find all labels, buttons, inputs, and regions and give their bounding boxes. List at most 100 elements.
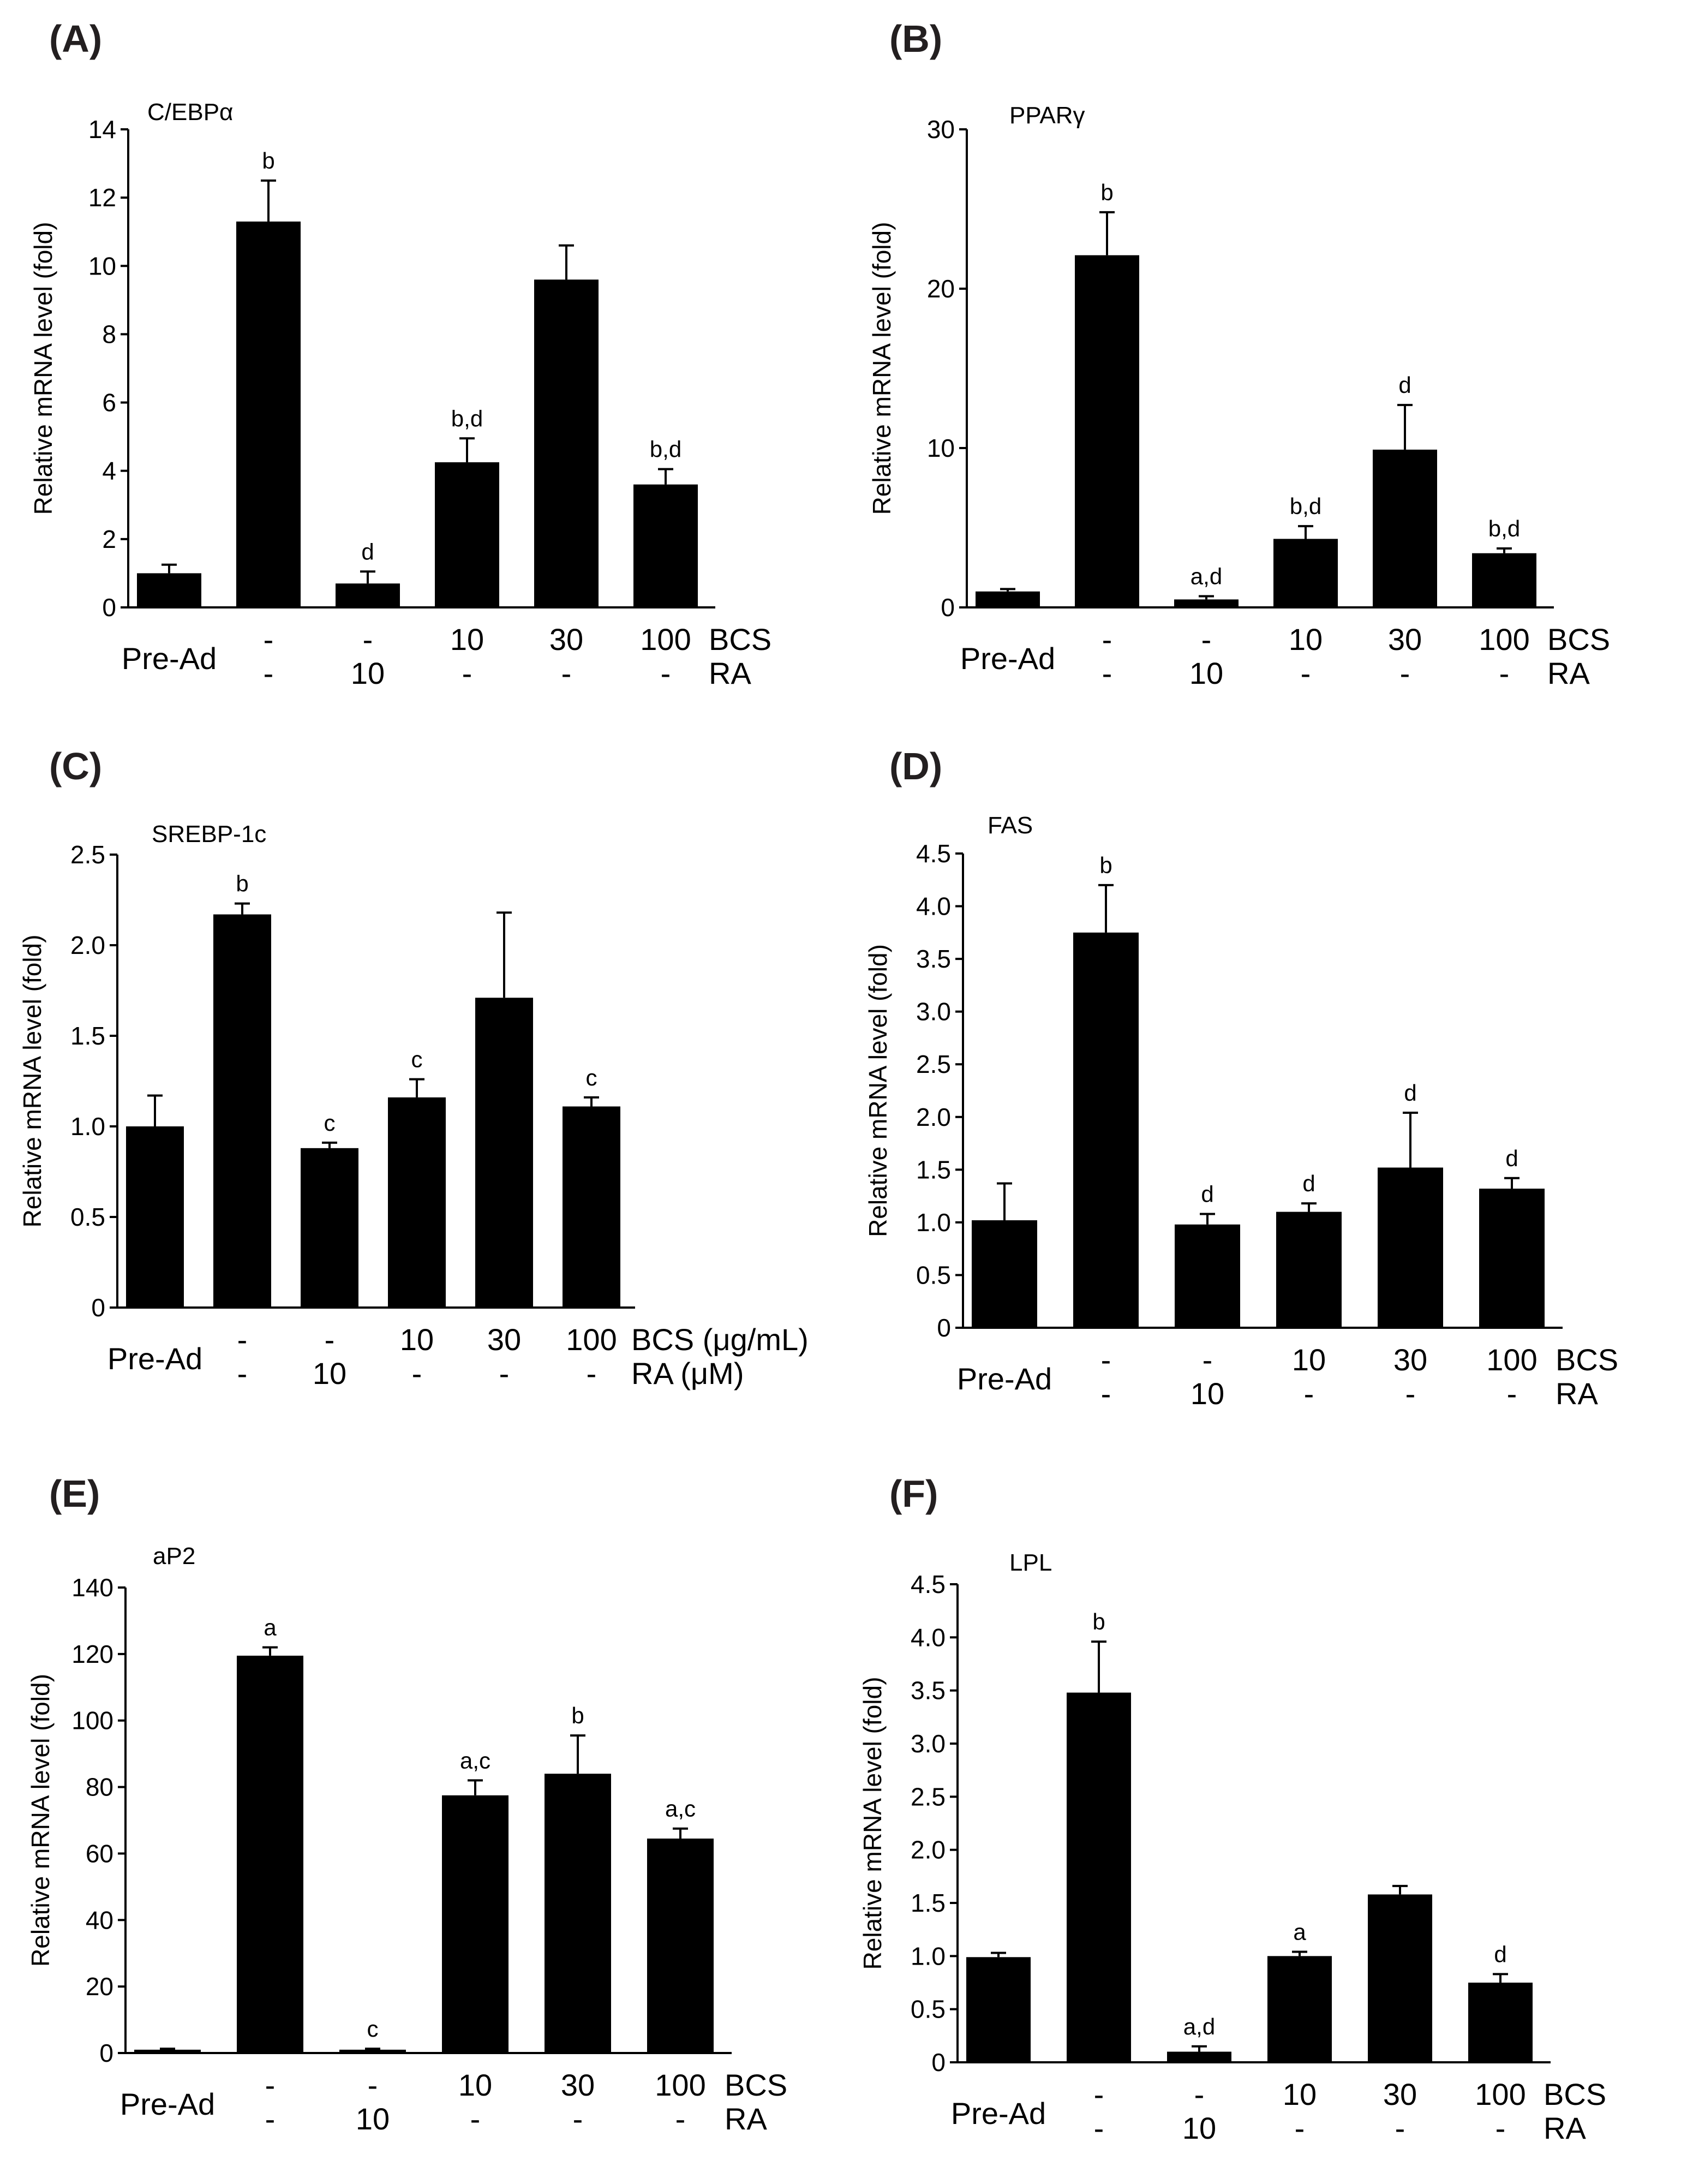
significance-label: c	[324, 1110, 336, 1136]
condition-bcs-value: 10	[400, 1322, 434, 1357]
error-bar	[1091, 1640, 1106, 1693]
significance-label: d	[1201, 1181, 1213, 1207]
condition-ra-value: 10	[351, 656, 385, 690]
condition-ra-value: -	[1295, 2111, 1305, 2145]
y-axis-label: Relative mRNA level (fold)	[864, 944, 892, 1237]
condition-bcs-value: 10	[1283, 2077, 1317, 2111]
y-tick-label: 0.5	[911, 1995, 946, 2024]
bar	[534, 279, 599, 607]
bar	[1468, 1983, 1533, 2062]
condition-bcs-value: -	[1194, 2077, 1205, 2111]
error-bar	[1493, 1973, 1508, 1983]
chart-title: aP2	[153, 1543, 195, 1570]
bar	[545, 1774, 611, 2053]
y-tick-label: 2.5	[911, 1782, 946, 1811]
condition-ra-value: -	[499, 1356, 510, 1391]
condition-bcs-value: 10	[458, 2068, 492, 2102]
significance-label: c	[411, 1047, 423, 1072]
error-bar	[570, 1734, 585, 1774]
bar	[236, 221, 301, 607]
condition-bcs-label: BCS	[1556, 1342, 1618, 1377]
error-bar	[1403, 1112, 1418, 1168]
error-bar	[673, 1827, 688, 1839]
chart-svg: (E) aP2 Relative mRNA level (fold) 0 20 40 60 8…	[26, 1472, 787, 2136]
panel-label: (E)	[49, 1472, 100, 1515]
y-tick-label: 20	[86, 1972, 113, 2001]
error-bar	[1199, 595, 1214, 600]
condition-bcs-value: 30	[561, 2068, 595, 2102]
significance-label: b,d	[650, 437, 681, 462]
condition-bcs-value: 100	[655, 2068, 705, 2102]
y-axis-label: Relative mRNA level (fold)	[26, 1674, 55, 1967]
condition-ra-value: -	[1507, 1376, 1517, 1411]
condition-ra-value: 10	[1189, 656, 1223, 690]
error-bar	[1192, 2045, 1207, 2052]
error-bar	[1099, 211, 1115, 255]
error-bar	[147, 1094, 163, 1126]
condition-pre-ad: Pre-Ad	[960, 641, 1055, 676]
significance-label: a,c	[665, 1796, 696, 1822]
condition-ra-value: -	[1405, 1376, 1416, 1411]
y-tick-label: 4.5	[911, 1570, 946, 1598]
condition-ra-label: RA	[1556, 1376, 1598, 1411]
error-bar	[409, 1078, 424, 1097]
y-tick-label: 0.5	[70, 1203, 105, 1231]
condition-ra-value: -	[1395, 2111, 1405, 2145]
error-bar	[997, 1182, 1012, 1221]
error-bar	[365, 2048, 380, 2050]
significance-label: d	[1494, 1941, 1506, 1967]
error-bar	[1298, 525, 1313, 539]
y-tick-label: 3.0	[911, 1729, 946, 1758]
y-tick-label: 3.0	[916, 998, 951, 1026]
y-tick-label: 4	[102, 457, 116, 485]
condition-bcs-value: -	[264, 622, 274, 657]
y-tick-label: 4.0	[916, 892, 951, 921]
significance-label: a,d	[1183, 2014, 1215, 2039]
bar	[1368, 1894, 1432, 2062]
bar	[1067, 1692, 1131, 2062]
condition-ra-label: RA	[1544, 2111, 1586, 2145]
y-tick-label: 1.0	[70, 1112, 105, 1141]
y-tick-label: 2.0	[911, 1836, 946, 1864]
condition-bcs-value: -	[368, 2068, 378, 2102]
condition-ra-value: -	[412, 1356, 422, 1391]
significance-label: b	[236, 871, 248, 897]
bar	[563, 1106, 620, 1308]
condition-ra-label: RA	[709, 656, 751, 690]
condition-ra-value: -	[470, 2102, 481, 2136]
bar	[976, 591, 1040, 607]
bar	[1378, 1167, 1443, 1328]
significance-label: a	[1293, 1919, 1306, 1945]
bar	[137, 573, 201, 607]
condition-ra-value: 10	[1182, 2111, 1216, 2145]
y-tick-label: 1.5	[70, 1022, 105, 1050]
bar	[1175, 1224, 1240, 1328]
y-tick-label: 0.5	[916, 1261, 951, 1289]
bar	[213, 914, 271, 1308]
bar	[1073, 932, 1139, 1328]
error-bar	[1200, 1213, 1215, 1225]
condition-ra-value: -	[1102, 656, 1112, 690]
condition-ra-value: -	[587, 1356, 597, 1391]
error-bar	[1397, 404, 1413, 450]
error-bar	[160, 2048, 175, 2050]
y-tick-label: 1.5	[911, 1889, 946, 1917]
y-tick-label: 120	[71, 1640, 113, 1668]
bar	[301, 1148, 358, 1308]
significance-label: d	[1505, 1145, 1518, 1171]
bar	[237, 1655, 303, 2053]
error-bar	[559, 244, 574, 280]
bar	[966, 1957, 1031, 2062]
condition-bcs-value: -	[237, 1322, 248, 1357]
condition-bcs-label: BCS	[725, 2068, 787, 2102]
y-tick-label: 80	[86, 1773, 113, 1801]
condition-ra-value: -	[265, 2102, 276, 2136]
significance-label: d	[1302, 1171, 1315, 1196]
error-bar	[1292, 1950, 1307, 1956]
condition-ra-value: -	[1101, 1376, 1111, 1411]
significance-label: a	[264, 1615, 277, 1640]
significance-label: b	[1099, 852, 1112, 878]
condition-ra-label: RA	[1547, 656, 1590, 690]
panel-label: (A)	[49, 17, 102, 60]
significance-label: b	[262, 148, 274, 174]
